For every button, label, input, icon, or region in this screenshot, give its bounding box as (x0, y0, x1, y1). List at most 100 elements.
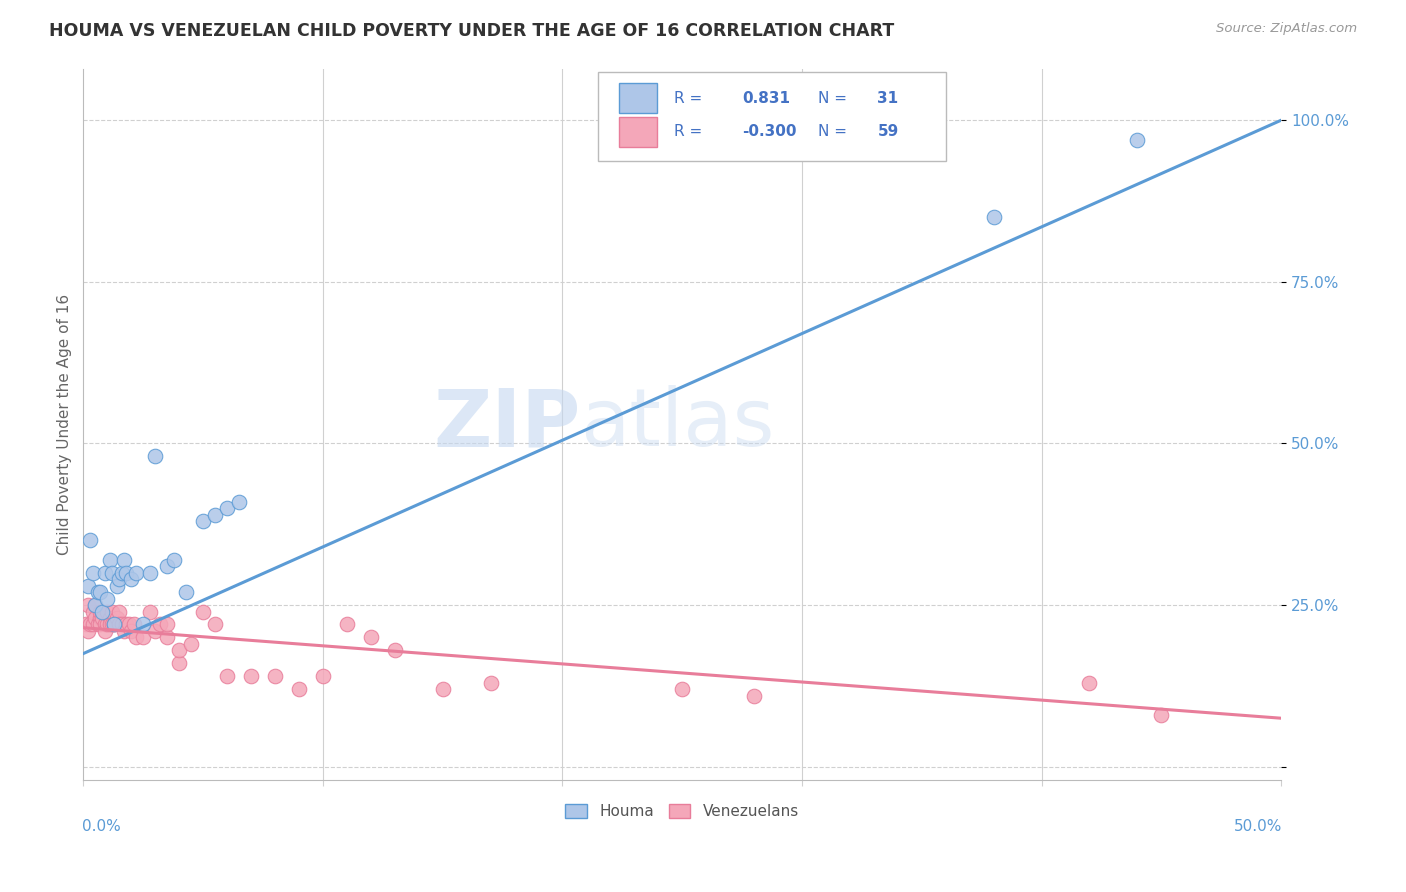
Point (163, 553, 186, 567)
Point (228, 494, 250, 508)
Point (79, 617, 101, 632)
Point (108, 617, 131, 632)
Point (91, 605, 114, 619)
Point (983, 211, 1005, 225)
Text: -0.300: -0.300 (742, 124, 797, 139)
Point (98, 553, 121, 567)
Point (143, 624, 166, 638)
Point (89, 605, 111, 619)
Point (191, 514, 214, 528)
Point (149, 617, 172, 632)
Point (204, 617, 226, 632)
Point (108, 572, 131, 586)
Point (103, 617, 125, 632)
Point (167, 657, 190, 671)
Point (111, 617, 134, 632)
Point (156, 617, 179, 632)
Point (77, 598, 100, 612)
Point (89, 611, 111, 625)
Point (101, 605, 124, 619)
Point (112, 624, 135, 638)
Point (86, 585, 108, 599)
Text: Source: ZipAtlas.com: Source: ZipAtlas.com (1216, 22, 1357, 36)
Point (191, 605, 214, 619)
Point (132, 617, 155, 632)
Point (176, 585, 198, 599)
Point (101, 566, 124, 580)
Point (118, 617, 141, 632)
Point (132, 631, 155, 645)
Point (94, 617, 117, 632)
Point (742, 689, 765, 703)
Point (84, 598, 107, 612)
Point (120, 624, 142, 638)
Point (77, 624, 100, 638)
Text: N =: N = (817, 91, 846, 106)
Point (122, 617, 145, 632)
Text: 0.831: 0.831 (742, 91, 790, 106)
Point (125, 566, 148, 580)
Bar (619, 84, 657, 113)
Point (98, 611, 121, 625)
Y-axis label: Child Poverty Under the Age of 16: Child Poverty Under the Age of 16 (58, 293, 72, 555)
Point (384, 643, 406, 657)
Point (111, 566, 134, 580)
FancyBboxPatch shape (599, 72, 946, 161)
Point (84, 598, 107, 612)
Text: R =: R = (673, 124, 702, 139)
Point (98, 617, 121, 632)
Point (312, 669, 335, 683)
Text: ZIP: ZIP (433, 385, 581, 463)
Text: N =: N = (817, 124, 846, 139)
Point (180, 637, 202, 651)
Bar (619, 117, 657, 147)
Point (105, 579, 128, 593)
Point (94, 624, 117, 638)
Point (1078, 675, 1101, 690)
Point (264, 669, 287, 683)
Text: 50.0%: 50.0% (1234, 819, 1282, 834)
Point (288, 682, 311, 697)
Point (105, 611, 128, 625)
Point (112, 553, 135, 567)
Point (91, 611, 114, 625)
Point (360, 631, 382, 645)
Point (96, 591, 118, 606)
Point (86, 617, 108, 632)
Text: R =: R = (673, 91, 702, 106)
Point (84, 611, 107, 625)
Point (432, 682, 454, 697)
Point (143, 450, 166, 464)
Point (1126, 133, 1149, 147)
Point (1150, 708, 1173, 723)
Point (75, 617, 97, 632)
Text: HOUMA VS VENEZUELAN CHILD POVERTY UNDER THE AGE OF 16 CORRELATION CHART: HOUMA VS VENEZUELAN CHILD POVERTY UNDER … (49, 22, 894, 40)
Text: 31: 31 (877, 91, 898, 106)
Point (89, 585, 111, 599)
Point (103, 617, 125, 632)
Point (91, 605, 114, 619)
Point (156, 559, 179, 574)
Point (139, 605, 162, 619)
Point (115, 617, 138, 632)
Point (103, 617, 125, 632)
Point (96, 605, 118, 619)
Legend: Houma, Venezuelans: Houma, Venezuelans (560, 797, 806, 825)
Point (139, 566, 162, 580)
Point (240, 669, 263, 683)
Point (671, 682, 693, 697)
Point (101, 617, 124, 632)
Point (125, 631, 148, 645)
Point (82, 617, 104, 632)
Text: 59: 59 (877, 124, 898, 139)
Text: atlas: atlas (581, 385, 775, 463)
Point (89, 617, 111, 632)
Text: 0.0%: 0.0% (82, 819, 121, 834)
Point (167, 643, 190, 657)
Point (215, 501, 238, 516)
Point (115, 566, 138, 580)
Point (96, 617, 118, 632)
Point (215, 669, 238, 683)
Point (120, 572, 142, 586)
Point (204, 508, 226, 522)
